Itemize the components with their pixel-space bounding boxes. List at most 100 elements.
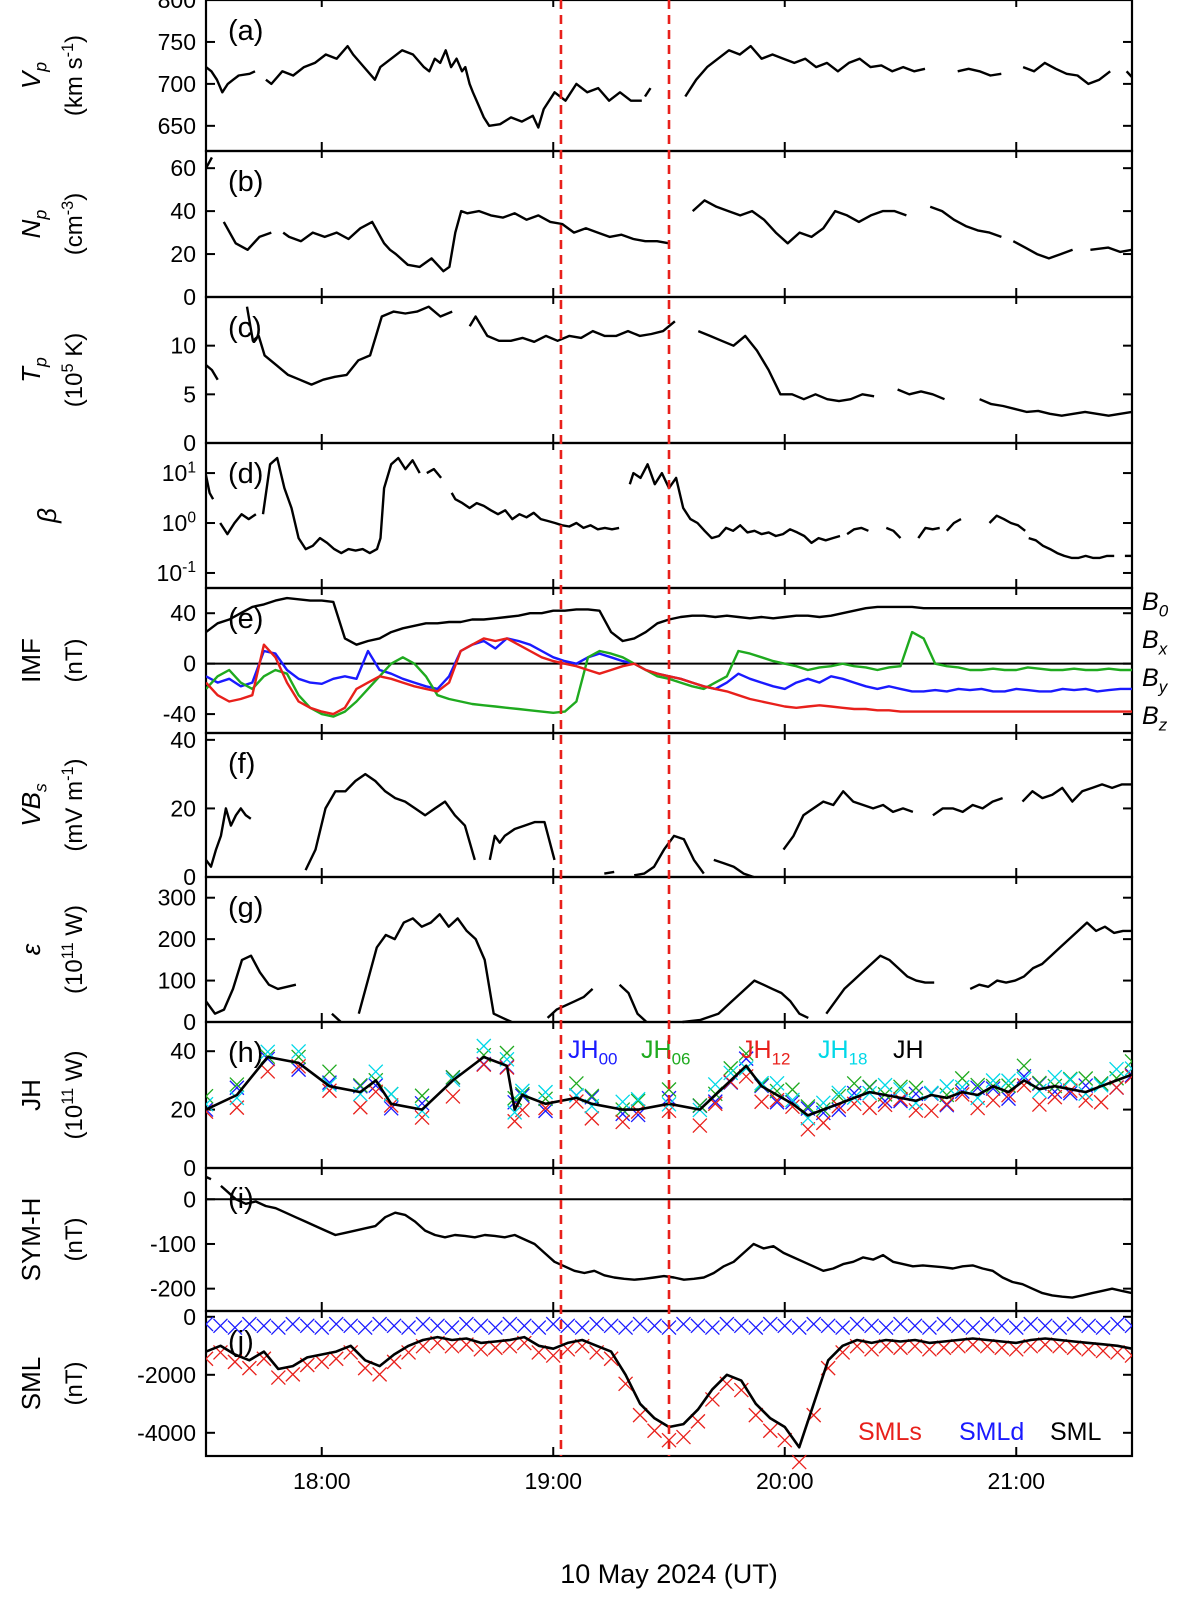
series-line-g: [357, 913, 513, 1024]
y-tick-label: 0: [183, 1186, 196, 1212]
data-point: [1124, 1054, 1132, 1069]
data-point: [939, 1078, 955, 1094]
y-tick-label: 20: [170, 241, 196, 267]
data-point: [985, 1073, 1001, 1088]
data-point: [285, 1366, 301, 1382]
series-line-c: [897, 388, 945, 401]
series-line-g: [825, 954, 935, 1015]
panel-label: (c): [228, 312, 262, 344]
data-point: [777, 1318, 793, 1334]
data-point: [800, 1121, 816, 1137]
series-line-c: [468, 315, 676, 343]
y-axis-unit: (mV m-1​): [59, 758, 88, 851]
data-point: [815, 1115, 831, 1131]
y-axis-label: SML: [16, 1357, 46, 1410]
data-point: [560, 1318, 576, 1334]
series-line-g: [969, 921, 1132, 990]
data-point: [785, 1082, 800, 1098]
y-tick-label: 10: [170, 333, 196, 359]
series-line-g: [682, 979, 809, 1024]
data-point: [206, 1351, 214, 1367]
data-point: [1095, 1320, 1111, 1335]
data-point: [647, 1423, 662, 1439]
data-point: [831, 1085, 847, 1101]
data-point: [589, 1316, 605, 1332]
data-point: [908, 1102, 924, 1118]
y-tick-label: 300: [158, 885, 196, 911]
series-line-d: [988, 514, 1026, 532]
data-point: [748, 1320, 764, 1335]
series-line-c: [697, 329, 875, 403]
y-tick-label: 0: [183, 430, 196, 456]
series-line-d: [206, 475, 215, 500]
data-point: [791, 1454, 807, 1470]
y-tick-label: 20: [170, 795, 196, 821]
series-line-d: [885, 526, 902, 539]
y-tick-label: 40: [170, 600, 196, 626]
data-point: [936, 1316, 952, 1332]
series-line-a: [643, 87, 652, 98]
data-point: [476, 1038, 492, 1054]
data-point: [806, 1316, 822, 1332]
legend-entry-SMLd: SMLd: [959, 1418, 1024, 1446]
data-point: [738, 1046, 754, 1062]
data-point: [545, 1348, 561, 1364]
y-tick-label: 0: [183, 1155, 196, 1181]
data-point: [603, 1318, 619, 1334]
data-point: [1124, 1069, 1132, 1084]
data-point: [1008, 1341, 1024, 1357]
data-point: [893, 1079, 908, 1095]
data-point: [414, 1088, 430, 1104]
data-point: [473, 1341, 489, 1357]
data-point: [368, 1078, 384, 1093]
data-point: [618, 1320, 634, 1335]
data-point: [748, 1407, 764, 1423]
panel-label: (a): [228, 15, 263, 47]
legend-entry-JH_06: JH06​: [641, 1036, 690, 1068]
data-point: [299, 1318, 315, 1334]
series-line-f: [713, 858, 754, 879]
data-point: [1078, 1086, 1094, 1102]
data-point: [893, 1340, 908, 1356]
data-point: [1001, 1073, 1016, 1089]
data-point: [878, 1320, 894, 1335]
y-axis-unit: (1011​ W): [59, 1051, 88, 1140]
data-point: [632, 1316, 648, 1332]
series-line-d: [450, 492, 620, 531]
data-point: [507, 1113, 523, 1129]
data-point: [921, 1341, 937, 1357]
data-point: [1124, 1348, 1132, 1364]
legend-entry-JH: JH: [893, 1036, 924, 1064]
data-point: [343, 1318, 359, 1334]
y-tick-label: 101​: [162, 459, 196, 486]
data-point: [584, 1088, 600, 1104]
y-axis-unit: (nT): [61, 1218, 88, 1262]
data-point: [1008, 1320, 1024, 1335]
data-point: [1023, 1316, 1039, 1332]
panel-h: 0 20 40 JH (1011​ W) (h) JH00​ JH06​ JH12​ JH18​ J…: [16, 1020, 1134, 1181]
series-line-b: [1090, 246, 1132, 254]
data-point: [877, 1077, 893, 1093]
data-point: [769, 1075, 785, 1091]
data-point: [260, 1044, 276, 1060]
series-line-a: [1022, 61, 1111, 86]
y-tick-label: -2000: [137, 1362, 196, 1388]
series-markers-SMLd: [206, 1316, 1132, 1335]
x-tick-label: 20:00: [756, 1468, 814, 1494]
series-line-a: [1125, 70, 1132, 79]
data-point: [270, 1370, 286, 1385]
data-point: [291, 1043, 307, 1059]
panel-label: (e): [228, 603, 263, 635]
series-line-a: [265, 44, 642, 129]
data-point: [690, 1318, 706, 1334]
data-point: [954, 1070, 970, 1086]
series-line-d: [1028, 536, 1115, 560]
panel-label: (i): [228, 1183, 254, 1215]
data-point: [994, 1318, 1010, 1334]
y-axis-unit: (km s-1​): [59, 35, 88, 116]
y-axis-label: Np​: [16, 210, 51, 239]
series-line-g: [206, 954, 297, 1015]
data-point: [499, 1045, 515, 1061]
panel-g: 0 100 200 300 ε (1011​ W) (g): [16, 875, 1134, 1035]
data-point: [1093, 1094, 1109, 1110]
